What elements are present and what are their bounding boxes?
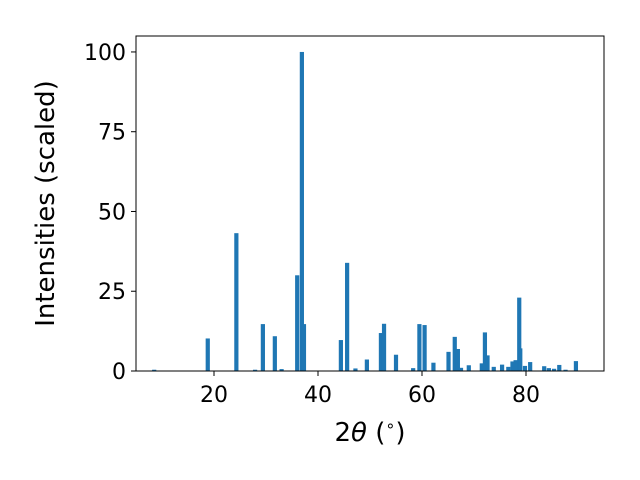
bar bbox=[338, 340, 343, 371]
x-tick-label: 40 bbox=[304, 383, 332, 408]
x-tick-label: 80 bbox=[512, 383, 540, 408]
bar bbox=[431, 362, 436, 371]
bar bbox=[542, 366, 547, 371]
y-tick-label: 75 bbox=[98, 121, 126, 146]
bar bbox=[563, 369, 568, 371]
x-axis-label-main: 2 bbox=[334, 418, 351, 448]
x-axis-label-units-open: ( bbox=[367, 418, 385, 448]
bar bbox=[446, 351, 451, 371]
bar bbox=[482, 332, 488, 371]
bar bbox=[393, 354, 399, 371]
bar bbox=[557, 364, 562, 371]
bar bbox=[546, 368, 551, 371]
axes-frame bbox=[135, 35, 605, 372]
bar bbox=[417, 324, 422, 371]
bar bbox=[479, 363, 484, 371]
bar bbox=[452, 336, 457, 371]
bar bbox=[466, 365, 471, 371]
x-axis-label: 2θ (∘) bbox=[334, 416, 405, 448]
y-tick-label: 25 bbox=[98, 280, 126, 305]
bar bbox=[528, 362, 533, 371]
bar bbox=[279, 369, 284, 371]
x-axis-label-units-close: ) bbox=[395, 418, 405, 448]
bar bbox=[252, 369, 258, 371]
y-axis-ticks: 0 25 50 75 100 bbox=[84, 41, 136, 385]
x-axis-label-theta: θ bbox=[351, 418, 367, 448]
bar bbox=[506, 366, 511, 371]
bar bbox=[518, 348, 523, 371]
bar bbox=[422, 325, 427, 371]
bar bbox=[353, 368, 358, 371]
bar bbox=[378, 333, 384, 371]
bar bbox=[301, 324, 307, 371]
bar bbox=[510, 361, 515, 371]
bar bbox=[411, 368, 416, 371]
bar bbox=[458, 367, 464, 371]
bar-group bbox=[152, 51, 579, 371]
y-tick-label: 50 bbox=[98, 200, 126, 225]
bar bbox=[573, 361, 579, 371]
bar bbox=[491, 366, 496, 371]
bar bbox=[499, 364, 505, 371]
x-tick-label: 60 bbox=[408, 383, 436, 408]
bar bbox=[260, 324, 265, 371]
bar bbox=[455, 348, 460, 371]
bar bbox=[345, 262, 350, 371]
bar bbox=[364, 359, 369, 371]
y-tick-label: 0 bbox=[112, 360, 126, 385]
bar bbox=[152, 369, 157, 371]
x-axis-label-degree: ∘ bbox=[385, 416, 395, 435]
bar bbox=[234, 233, 239, 371]
y-tick-label: 100 bbox=[84, 41, 126, 66]
bar bbox=[522, 365, 528, 371]
x-axis-ticks: 20 40 60 80 bbox=[200, 371, 540, 408]
bar bbox=[485, 355, 490, 371]
bar bbox=[299, 51, 304, 371]
bar bbox=[272, 336, 277, 371]
bar bbox=[551, 368, 557, 371]
y-axis-label: Intensities (scaled) bbox=[31, 80, 61, 327]
bar bbox=[205, 338, 210, 371]
bar bbox=[513, 360, 518, 371]
bar bbox=[517, 297, 522, 371]
bar bbox=[295, 275, 300, 371]
x-tick-label: 20 bbox=[200, 383, 228, 408]
bar bbox=[381, 323, 387, 371]
